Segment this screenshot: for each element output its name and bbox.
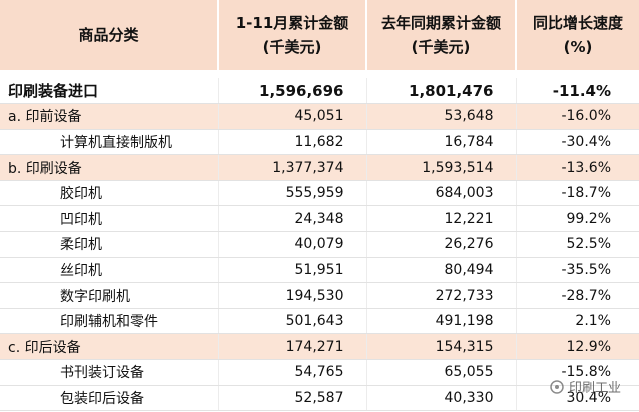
cell-value: -16.0%: [516, 103, 639, 130]
cell-value: 24,348: [218, 205, 367, 233]
table-row: 丝印机 51,951 80,494 -35.5%: [0, 257, 639, 284]
cell-value: -15.8%: [516, 359, 639, 386]
table-body: 印刷装备进口 1,596,696 1,801,476 -11.4% a. 印前设备 45,…: [0, 70, 639, 412]
table-row: 印刷辅机和零件 501,643 491,198 2.1%: [0, 308, 639, 335]
cell-value: 12,221: [366, 205, 517, 233]
row-label: 计算机直接制版机: [0, 129, 219, 156]
table-row: 凹印机 24,348 12,221 99.2%: [0, 205, 639, 233]
cell-value: 272,733: [366, 282, 517, 309]
cell-value: 53,648: [366, 103, 517, 130]
cell-value: -35.5%: [516, 257, 639, 284]
header-cell: 商品分类: [0, 0, 219, 70]
table-row: 柔印机 40,079 26,276 52.5%: [0, 231, 639, 258]
cell-value: 11,682: [218, 129, 367, 156]
header-cell: 去年同期累计金额 (千美元): [366, 0, 517, 70]
header-line: 1-11月累计金额: [235, 14, 349, 32]
cell-value: -18.7%: [516, 180, 639, 207]
watermark-icon: [550, 379, 564, 394]
watermark-text: 印刷工业: [568, 381, 621, 396]
cell-value: 65,055: [366, 359, 517, 386]
header-line: 去年同期累计金额: [380, 14, 501, 32]
cell-value: 1,596,696: [218, 78, 367, 105]
cell-value: 40,330: [366, 385, 517, 412]
cell-value: 555,959: [218, 180, 367, 207]
row-label: 凹印机: [0, 205, 219, 233]
row-label: c. 印后设备: [0, 333, 219, 361]
cell-value: 1,593,514: [366, 154, 517, 181]
cell-value: 1,377,374: [218, 154, 367, 181]
table-row: 包装印后设备 52,587 40,330 30.4%: [0, 385, 639, 412]
table-row: a. 印前设备 45,051 53,648 -16.0%: [0, 103, 639, 130]
cell-value: 45,051: [218, 103, 367, 130]
cell-value: 154,315: [366, 333, 517, 361]
header-line: (千美元): [262, 38, 322, 56]
cell-value: 26,276: [366, 231, 517, 258]
cell-value: -30.4%: [516, 129, 639, 156]
cell-value: 51,951: [218, 257, 367, 284]
header-line: (%): [563, 38, 593, 56]
cell-value: 2.1%: [516, 308, 639, 335]
row-label: 包装印后设备: [0, 385, 219, 412]
cell-value: -28.7%: [516, 282, 639, 309]
header-row: 商品分类 1-11月累计金额 (千美元) 去年同期累计金额 (千美元) 同比增长速度…: [0, 0, 639, 70]
row-label: 丝印机: [0, 257, 219, 284]
table-row: 数字印刷机 194,530 272,733 -28.7%: [0, 282, 639, 309]
row-label: 数字印刷机: [0, 282, 219, 309]
cell-value: 30.4%: [516, 385, 639, 412]
row-label: a. 印前设备: [0, 103, 219, 130]
cell-value: 194,530: [218, 282, 367, 309]
row-label: b. 印刷设备: [0, 154, 219, 181]
row-label: 柔印机: [0, 231, 219, 258]
table-row: b. 印刷设备 1,377,374 1,593,514 -13.6%: [0, 154, 639, 181]
table-header: 商品分类 1-11月累计金额 (千美元) 去年同期累计金额 (千美元) 同比增长速度…: [0, 0, 639, 70]
cell-value: 54,765: [218, 359, 367, 386]
cell-value: 174,271: [218, 333, 367, 361]
cell-value: 684,003: [366, 180, 517, 207]
cell-value: 80,494: [366, 257, 517, 284]
row-label: 胶印机: [0, 180, 219, 207]
header-line: 同比增长速度: [532, 14, 623, 32]
table-row: 印刷装备进口 1,596,696 1,801,476 -11.4%: [0, 78, 639, 105]
cell-value: -13.6%: [516, 154, 639, 181]
spacer: [0, 70, 639, 78]
cell-value: 52,587: [218, 385, 367, 412]
cell-value: 99.2%: [516, 205, 639, 233]
row-label: 印刷装备进口: [0, 78, 219, 105]
cell-value: 1,801,476: [366, 78, 517, 105]
cell-value: 491,198: [366, 308, 517, 335]
cell-value: -11.4%: [516, 78, 639, 105]
table-row: 计算机直接制版机 11,682 16,784 -30.4%: [0, 129, 639, 156]
cell-value: 12.9%: [516, 333, 639, 361]
watermark: 印刷工业: [549, 377, 621, 396]
cell-value: 16,784: [366, 129, 517, 156]
row-label: 印刷辅机和零件: [0, 308, 219, 335]
header-line: (千美元): [411, 38, 471, 56]
cell-value: 52.5%: [516, 231, 639, 258]
cell-value: 40,079: [218, 231, 367, 258]
cell-value: 501,643: [218, 308, 367, 335]
table-row: 书刊装订设备 54,765 65,055 -15.8%: [0, 359, 639, 386]
table-row: c. 印后设备 174,271 154,315 12.9%: [0, 333, 639, 361]
header-cell: 同比增长速度 (%): [516, 0, 639, 70]
header-cell: 1-11月累计金额 (千美元): [218, 0, 367, 70]
table-row: 胶印机 555,959 684,003 -18.7%: [0, 180, 639, 207]
row-label: 书刊装订设备: [0, 359, 219, 386]
